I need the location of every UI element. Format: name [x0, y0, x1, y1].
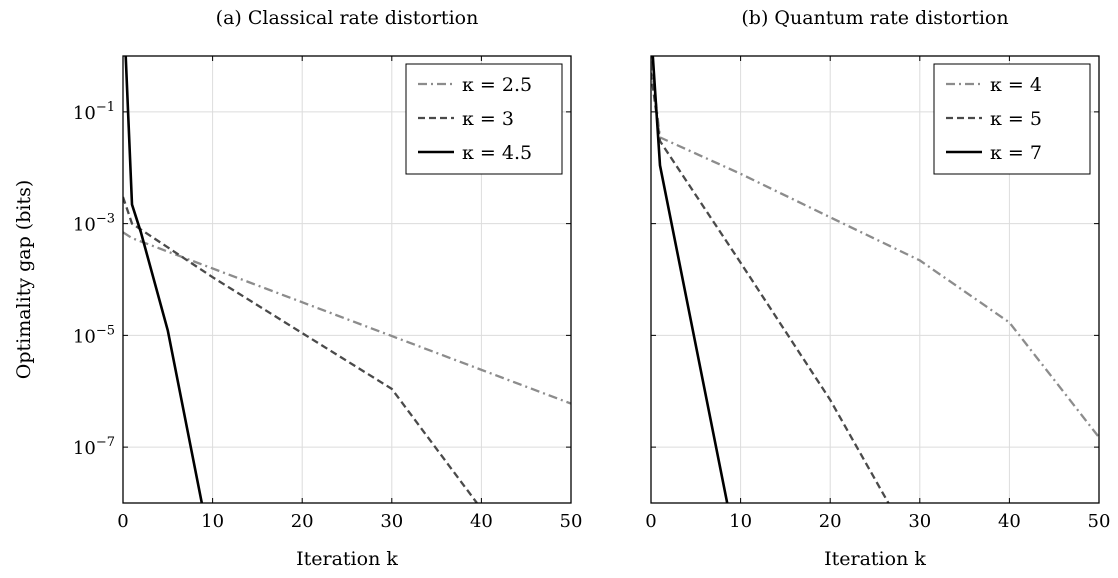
x-tick-label: 30: [908, 511, 931, 532]
legend-label: κ = 3: [462, 108, 514, 130]
x-tick-label: 10: [201, 511, 224, 532]
x-tick-label: 10: [729, 511, 752, 532]
series-group: [123, 56, 571, 503]
y-axis-label: Optimality gap (bits): [13, 180, 35, 380]
y-tick-label: 10−5: [73, 323, 115, 347]
legend-label: κ = 4: [990, 74, 1042, 96]
legend: κ = 2.5 κ = 3 κ = 4.5: [405, 63, 563, 175]
legend-label: κ = 7: [990, 142, 1042, 164]
x-tick-label: 40: [470, 511, 493, 532]
legend-label: κ = 4.5: [462, 142, 532, 164]
series-line-1: [123, 196, 478, 503]
series-line-0: [651, 61, 1099, 439]
legend: κ = 4 κ = 5 κ = 7: [933, 63, 1091, 175]
plot-frame: [650, 55, 1100, 504]
series-group: [651, 56, 1099, 503]
x-tick-label: 0: [117, 511, 128, 532]
x-tick-label: 40: [998, 511, 1021, 532]
series-line-2: [124, 56, 204, 503]
x-tick-label: 50: [560, 511, 583, 532]
chart-title: (a) Classical rate distortion: [216, 7, 479, 29]
series-line-0: [123, 231, 571, 405]
x-tick-label: 30: [380, 511, 403, 532]
x-tick-label: 20: [819, 511, 842, 532]
series-line-2: [651, 56, 729, 503]
plot-frame: [122, 55, 572, 504]
x-axis-label: Iteration k: [824, 548, 926, 570]
x-tick-label: 20: [291, 511, 314, 532]
y-tick-label: 10−1: [73, 100, 115, 124]
x-axis-label: Iteration k: [296, 548, 398, 570]
legend-label: κ = 2.5: [462, 74, 532, 96]
y-tick-label: 10−3: [73, 212, 115, 236]
y-tick-label: 10−7: [73, 435, 115, 459]
chart-title: (b) Quantum rate distortion: [741, 7, 1008, 29]
series-line-1: [651, 72, 890, 503]
x-tick-label: 0: [645, 511, 656, 532]
x-tick-label: 50: [1088, 511, 1111, 532]
legend-label: κ = 5: [990, 108, 1042, 130]
chart-panel-1: 0 10 20 30 40 50 κ = 4 κ = 5 κ = 7 (b) Quantum ra…: [645, 7, 1110, 570]
